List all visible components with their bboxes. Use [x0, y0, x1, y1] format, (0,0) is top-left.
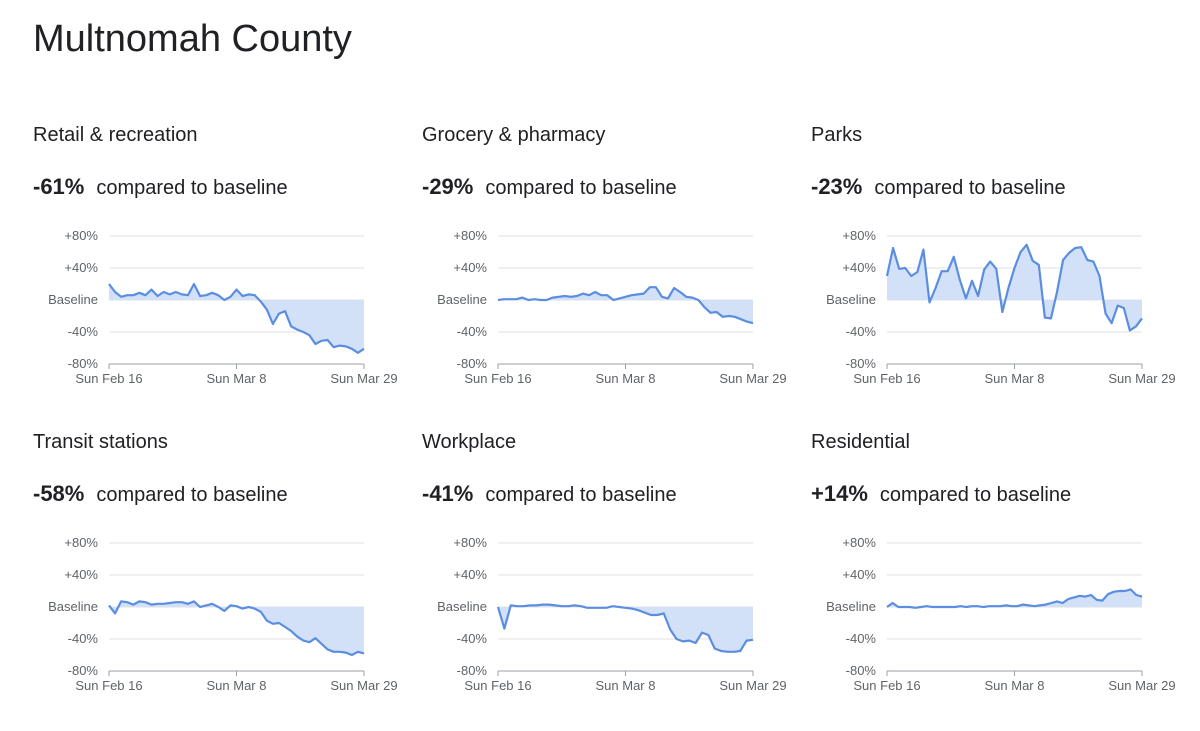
x-tick-label: Sun Feb 16 — [853, 371, 920, 386]
compare-label: compared to baseline — [96, 484, 288, 506]
panel-stat: -61% compared to baseline — [33, 174, 288, 200]
y-tick-label: -80% — [68, 663, 99, 678]
x-tick-label: Sun Mar 29 — [330, 371, 397, 386]
x-tick-label: Sun Mar 29 — [719, 678, 786, 693]
x-tick-label: Sun Mar 8 — [985, 678, 1045, 693]
series-line — [496, 603, 754, 653]
y-tick-label: +80% — [842, 228, 876, 243]
percent-value: +14% — [811, 481, 868, 506]
y-tick-label: Baseline — [826, 599, 876, 614]
y-tick-label: -40% — [68, 631, 99, 646]
panel-stat: -29% compared to baseline — [422, 174, 677, 200]
y-tick-label: -80% — [68, 356, 99, 371]
series-line — [885, 243, 1143, 332]
percent-value: -29% — [422, 174, 474, 199]
panel-stat: -41% compared to baseline — [422, 481, 677, 507]
x-tick-label: Sun Mar 29 — [1108, 678, 1175, 693]
chart-parks: +80% +40% Baseline -40% -80%Sun Feb 16 Sun Ma… — [826, 228, 1175, 386]
x-tick-label: Sun Feb 16 — [853, 678, 920, 693]
series-line — [108, 282, 365, 354]
series-area — [109, 601, 364, 655]
panel-residential: Residential +14% compared to baseline +80… — [811, 431, 1181, 731]
y-tick-label: Baseline — [48, 292, 98, 307]
y-tick-label: +40% — [64, 567, 98, 582]
panel-transit-stations: Transit stations -58% compared to baselin… — [33, 431, 403, 731]
compare-label: compared to baseline — [879, 484, 1072, 506]
chart-transit-stations: +80% +40% Baseline -40% -80%Sun Feb 16 Sun Ma… — [48, 535, 397, 693]
series-line — [497, 286, 754, 325]
chart-retail-recreation: +80% +40% Baseline -40% -80%Sun Feb 16 Sun Ma… — [48, 228, 397, 386]
y-tick-label: -80% — [846, 356, 877, 371]
x-tick-label: Sun Mar 29 — [719, 371, 786, 386]
y-tick-label: -80% — [457, 356, 488, 371]
x-tick-label: Sun Feb 16 — [464, 678, 531, 693]
x-tick-label: Sun Mar 8 — [596, 371, 656, 386]
y-tick-label: +40% — [453, 260, 487, 275]
y-tick-label: Baseline — [826, 292, 876, 307]
percent-value: -23% — [811, 174, 863, 199]
series-area — [887, 589, 1142, 608]
y-tick-label: +40% — [842, 567, 876, 582]
panel-title: Parks — [811, 124, 863, 146]
y-tick-label: -40% — [846, 631, 877, 646]
x-tick-label: Sun Mar 29 — [330, 678, 397, 693]
chart-grocery-pharmacy: +80% +40% Baseline -40% -80%Sun Feb 16 Sun Ma… — [437, 228, 786, 386]
panel-title: Residential — [811, 431, 910, 453]
y-tick-label: -40% — [68, 324, 99, 339]
y-tick-label: +80% — [453, 535, 487, 550]
y-tick-label: +80% — [64, 535, 98, 550]
panel-stat: -58% compared to baseline — [33, 481, 288, 507]
x-tick-label: Sun Mar 29 — [1108, 371, 1175, 386]
chart-residential: +80% +40% Baseline -40% -80%Sun Feb 16 Sun Ma… — [826, 535, 1175, 693]
panel-retail-recreation: Retail & recreation -61% compared to base… — [33, 124, 403, 424]
series-area — [109, 284, 364, 353]
x-tick-label: Sun Feb 16 — [75, 678, 142, 693]
y-tick-label: -40% — [457, 324, 488, 339]
compare-label: compared to baseline — [874, 177, 1066, 199]
y-tick-label: Baseline — [437, 599, 487, 614]
x-tick-label: Sun Mar 8 — [596, 678, 656, 693]
x-tick-label: Sun Mar 8 — [985, 371, 1045, 386]
compare-label: compared to baseline — [485, 484, 677, 506]
y-tick-label: +40% — [453, 567, 487, 582]
series-line — [108, 600, 365, 657]
panel-title: Retail & recreation — [33, 124, 198, 146]
y-tick-label: +40% — [64, 260, 98, 275]
y-tick-label: -40% — [457, 631, 488, 646]
series-area — [498, 287, 753, 324]
y-tick-label: -80% — [846, 663, 877, 678]
compare-label: compared to baseline — [96, 177, 288, 199]
y-tick-label: +40% — [842, 260, 876, 275]
series-line — [886, 588, 1143, 609]
panel-stat: -23% compared to baseline — [811, 174, 1066, 200]
panel-parks: Parks -23% compared to baseline +80% +40% B… — [811, 124, 1181, 424]
x-tick-label: Sun Feb 16 — [75, 371, 142, 386]
panel-grocery-pharmacy: Grocery & pharmacy -29% compared to basel… — [422, 124, 792, 424]
x-tick-label: Sun Mar 8 — [207, 678, 267, 693]
percent-value: -58% — [33, 481, 85, 506]
panel-workplace: Workplace -41% compared to baseline +80% +… — [422, 431, 792, 731]
y-tick-label: Baseline — [437, 292, 487, 307]
y-tick-label: -40% — [846, 324, 877, 339]
panel-title: Transit stations — [33, 431, 168, 453]
panel-stat: +14% compared to baseline — [811, 481, 1071, 507]
percent-value: -61% — [33, 174, 85, 199]
series-area — [498, 604, 753, 652]
y-tick-label: +80% — [453, 228, 487, 243]
panel-title: Grocery & pharmacy — [422, 124, 606, 146]
y-tick-label: Baseline — [48, 599, 98, 614]
y-tick-label: +80% — [842, 535, 876, 550]
compare-label: compared to baseline — [485, 177, 677, 199]
percent-value: -41% — [422, 481, 474, 506]
y-tick-label: +80% — [64, 228, 98, 243]
x-tick-label: Sun Mar 8 — [207, 371, 267, 386]
page-title: Multnomah County — [33, 18, 352, 60]
chart-workplace: +80% +40% Baseline -40% -80%Sun Feb 16 Sun Ma… — [437, 535, 786, 693]
panel-title: Workplace — [422, 431, 517, 453]
x-tick-label: Sun Feb 16 — [464, 371, 531, 386]
y-tick-label: -80% — [457, 663, 488, 678]
